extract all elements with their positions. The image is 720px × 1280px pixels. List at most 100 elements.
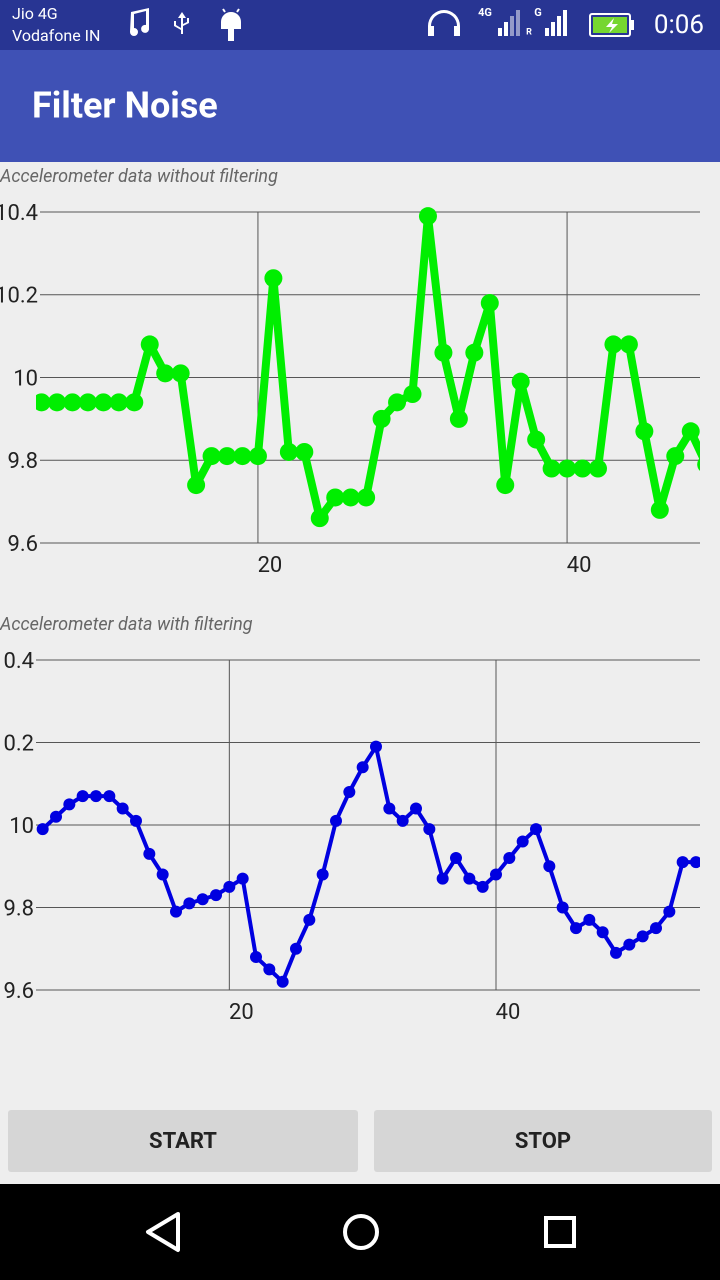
x-tick-label: 20 <box>229 1000 254 1025</box>
data-point <box>690 856 700 869</box>
data-point <box>596 926 609 939</box>
data-point <box>556 901 569 914</box>
x-tick-label: 40 <box>496 1000 521 1025</box>
y-tick-label: 10 <box>9 814 34 839</box>
data-point <box>303 913 316 926</box>
app-title: Filter Noise <box>32 85 218 127</box>
data-point <box>233 447 252 466</box>
data-point <box>463 872 476 885</box>
data-point <box>356 761 369 774</box>
data-point <box>449 409 468 428</box>
data-point <box>490 868 502 881</box>
data-point <box>202 447 221 466</box>
data-point <box>543 860 556 873</box>
data-point <box>383 802 396 815</box>
series <box>36 207 700 528</box>
data-point <box>650 922 662 935</box>
data-point <box>610 946 622 959</box>
y-tick-label: 10 <box>13 366 38 391</box>
data-point <box>623 938 636 951</box>
data-point <box>196 893 209 906</box>
data-point <box>223 880 236 893</box>
data-point <box>527 430 546 449</box>
data-point <box>650 500 669 519</box>
start-button[interactable] <box>8 1110 358 1172</box>
chart: Accelerometer data without filtering 9.6 9… <box>0 166 700 578</box>
android-icon <box>221 8 241 41</box>
data-point <box>63 798 76 811</box>
y-tick-label: 9.8 <box>3 896 34 921</box>
data-point <box>116 802 129 815</box>
app-bar <box>0 50 720 162</box>
data-point <box>290 942 302 955</box>
data-point <box>210 889 222 902</box>
network-label: G <box>534 6 542 19</box>
data-point <box>583 913 596 926</box>
start-button-label[interactable]: START <box>149 1129 217 1154</box>
data-point <box>516 835 529 848</box>
data-point <box>450 852 462 864</box>
data-point <box>187 476 206 495</box>
y-tick-label: 10.4 <box>0 201 38 226</box>
home-button[interactable] <box>343 1214 379 1250</box>
stop-button-label[interactable]: STOP <box>515 1129 571 1154</box>
data-point <box>130 814 142 827</box>
carrier: Jio 4G <box>12 4 58 23</box>
data-point <box>218 447 237 466</box>
data-point <box>50 810 62 823</box>
data-point <box>36 393 51 412</box>
music-icon <box>130 8 150 36</box>
data-point <box>388 393 407 412</box>
usb-icon <box>174 12 189 34</box>
data-point <box>423 823 436 836</box>
data-point <box>476 880 489 893</box>
data-point <box>434 343 453 362</box>
data-point <box>63 393 82 412</box>
data-point <box>676 856 689 869</box>
data-point <box>511 372 530 391</box>
data-point <box>570 922 582 935</box>
back-button[interactable] <box>146 1212 180 1252</box>
data-point <box>326 488 345 507</box>
y-tick-label: 10.2 <box>0 731 34 756</box>
series <box>36 740 700 988</box>
data-point <box>418 207 437 226</box>
data-point <box>90 790 102 803</box>
data-point <box>436 872 449 885</box>
chart: Accelerometer data with filtering 9.6 9.8 1… <box>0 614 700 1025</box>
data-point <box>636 930 649 943</box>
y-tick-label: 9.6 <box>3 979 34 1004</box>
data-point <box>666 447 685 466</box>
data-point <box>94 393 113 412</box>
data-point <box>480 294 499 313</box>
data-point <box>341 488 360 507</box>
data-point <box>140 335 159 354</box>
data-point <box>263 963 276 976</box>
roaming-label: R <box>526 27 532 37</box>
data-point <box>357 488 376 507</box>
data-point <box>156 364 175 383</box>
data-point <box>125 393 144 412</box>
data-point <box>170 905 182 918</box>
data-point <box>619 335 638 354</box>
data-point <box>316 868 329 881</box>
stop-button[interactable] <box>374 1110 712 1172</box>
clock: 0:06 <box>654 10 704 40</box>
data-point <box>697 457 700 471</box>
recents-button[interactable] <box>544 1216 576 1248</box>
data-point <box>343 786 356 798</box>
y-tick-label: 9.8 <box>7 449 38 474</box>
data-point <box>236 872 249 885</box>
data-point <box>403 385 422 404</box>
data-point <box>681 422 700 441</box>
data-point <box>370 740 382 753</box>
x-tick-label: 40 <box>567 553 592 578</box>
data-point <box>503 852 516 864</box>
data-point <box>171 364 190 383</box>
chart-title: Accelerometer data without filtering <box>0 166 278 187</box>
headphones-icon <box>428 10 460 36</box>
charts: Accelerometer data without filtering 9.6 9… <box>0 166 700 1025</box>
